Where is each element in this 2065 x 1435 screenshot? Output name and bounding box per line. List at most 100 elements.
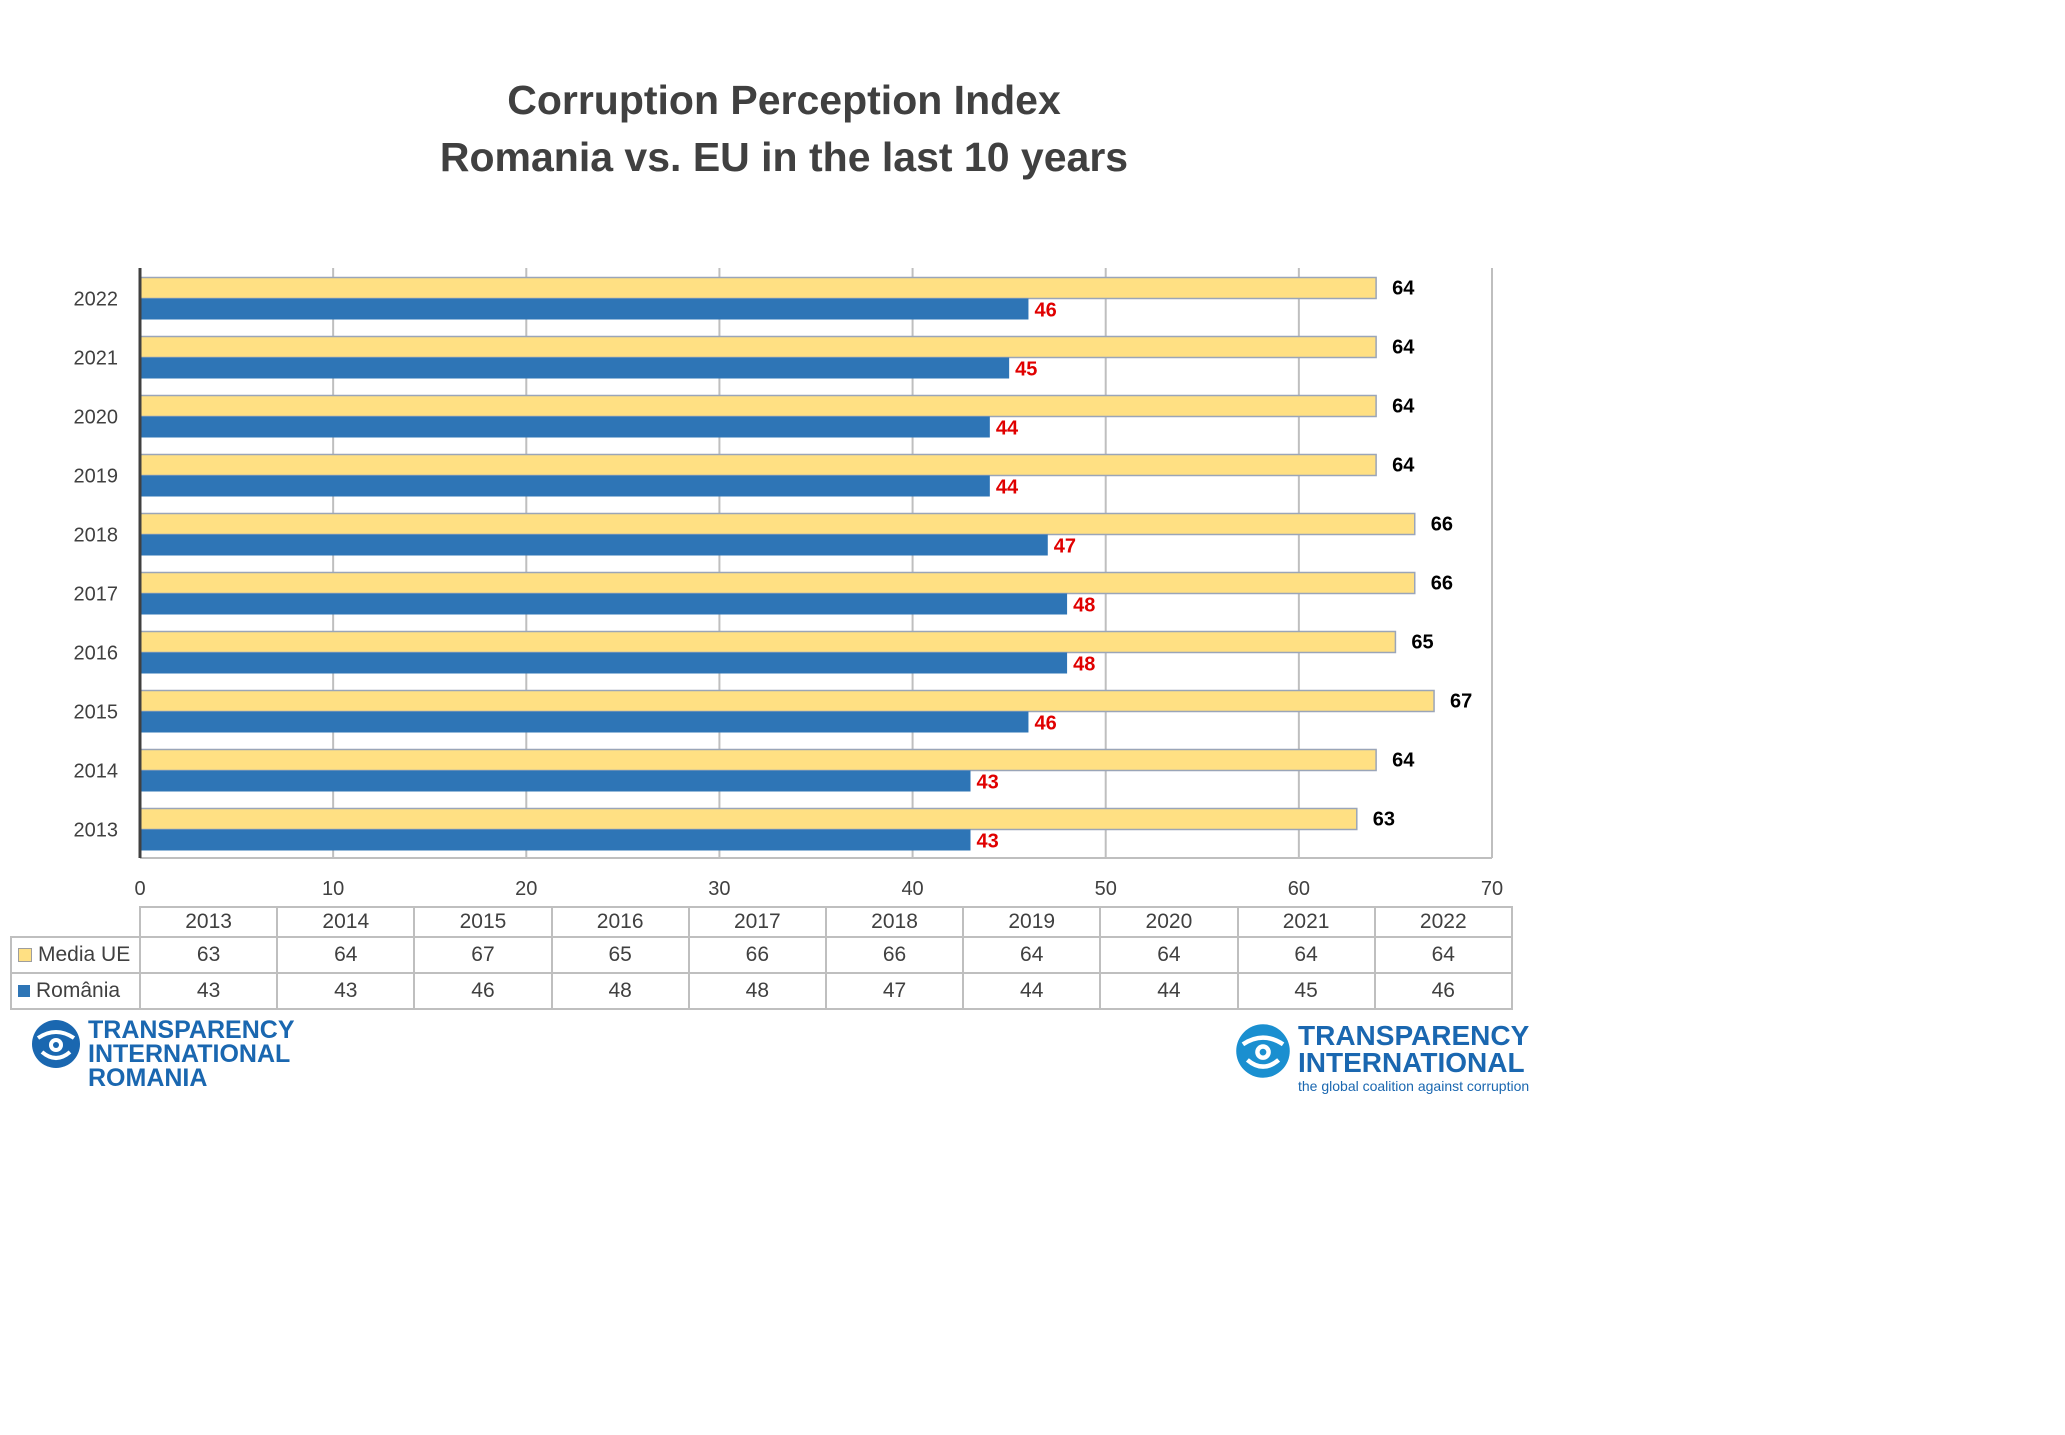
table-row: Media UE 63 64 67 65 66 66 64 64 64 64 <box>10 936 1513 974</box>
legend-swatch-romania <box>18 985 30 998</box>
bar-romania <box>140 770 971 792</box>
table-year-header: 2016 <box>550 906 690 938</box>
table-row: România 43 43 46 48 48 47 44 44 45 46 <box>10 972 1513 1010</box>
y-category-label: 2020 <box>74 407 119 429</box>
logo-ti-romania: TRANSPARENCY INTERNATIONAL ROMANIA <box>30 1018 295 1091</box>
table-year-header: 2018 <box>824 906 965 938</box>
data-label-media-ue: 65 <box>1411 632 1433 654</box>
y-category-label: 2017 <box>74 584 119 606</box>
x-tick-label: 70 <box>1481 878 1503 900</box>
chart-title-line-1: Corruption Perception Index <box>507 77 1061 123</box>
data-label-romania: 48 <box>1073 654 1095 676</box>
y-category-label: 2016 <box>74 643 119 665</box>
table-cell-romania: 46 <box>413 972 553 1010</box>
data-label-media-ue: 66 <box>1431 514 1453 536</box>
data-label-media-ue: 64 <box>1392 337 1415 359</box>
x-tick-label: 0 <box>134 878 145 900</box>
x-tick-label: 20 <box>515 878 537 900</box>
bar-romania <box>140 475 990 497</box>
bar-romania <box>140 829 971 851</box>
bar-media-ue <box>139 453 1377 477</box>
table-year-header: 2020 <box>1099 906 1239 938</box>
bar-romania <box>140 593 1068 615</box>
table-cell-media-ue: 65 <box>550 936 690 974</box>
table-cell-media-ue: 64 <box>1373 936 1513 974</box>
data-label-romania: 46 <box>1034 300 1056 322</box>
y-axis-tick-labels: 2013 2014 2015 2016 2017 2018 2019 2020 2021 2022 <box>74 289 119 842</box>
y-category-label: 2022 <box>74 289 119 311</box>
table-cell-romania: 48 <box>550 972 690 1010</box>
logo-right-line-1: TRANSPARENCY <box>1298 1020 1530 1051</box>
table-cell-media-ue: 67 <box>413 936 553 974</box>
logo-ti-global: TRANSPARENCY INTERNATIONAL the global co… <box>1234 1022 1529 1094</box>
bar-media-ue <box>139 335 1377 359</box>
table-year-header: 2022 <box>1373 906 1513 938</box>
data-label-romania: 45 <box>1015 359 1037 381</box>
table-year-header: 2013 <box>138 906 279 938</box>
table-cell-media-ue: 64 <box>276 936 416 974</box>
bar-media-ue <box>139 394 1377 418</box>
x-axis-tick-labels: 0 10 20 30 40 50 60 70 <box>134 878 1503 900</box>
bar-romania <box>140 416 990 438</box>
bar-media-ue <box>139 748 1377 772</box>
table-cell-romania: 47 <box>824 972 965 1010</box>
table-cell-media-ue: 64 <box>962 936 1102 974</box>
y-category-label: 2021 <box>74 348 119 370</box>
series-label-eu: Media UE <box>10 936 141 974</box>
x-tick-label: 40 <box>901 878 923 900</box>
bar-media-ue <box>139 276 1377 300</box>
data-label-media-ue: 63 <box>1373 809 1395 831</box>
logo-right-line-2: INTERNATIONAL <box>1298 1047 1525 1078</box>
table-cell-romania: 44 <box>962 972 1102 1010</box>
series-name-romania: România <box>36 979 121 1002</box>
bar-romania <box>140 357 1010 379</box>
data-label-media-ue: 64 <box>1392 750 1415 772</box>
data-label-romania: 43 <box>977 772 999 794</box>
series-name-eu: Media UE <box>38 943 131 966</box>
table-cell-romania: 45 <box>1236 972 1376 1010</box>
chart-title: Corruption Perception Index Romania vs. … <box>0 72 1568 186</box>
table-year-header: 2015 <box>413 906 553 938</box>
y-category-label: 2014 <box>74 761 119 783</box>
table-corner <box>11 907 140 937</box>
x-tick-label: 60 <box>1288 878 1310 900</box>
logo-right-tagline: the global coalition against corruption <box>1298 1078 1530 1094</box>
data-label-romania: 43 <box>977 831 999 853</box>
data-label-romania: 46 <box>1034 713 1056 735</box>
table-cell-romania: 44 <box>1099 972 1239 1010</box>
y-category-label: 2018 <box>74 525 119 547</box>
y-category-label: 2019 <box>74 466 119 488</box>
x-tick-label: 50 <box>1095 878 1117 900</box>
bar-romania <box>140 534 1048 556</box>
bar-romania <box>140 298 1029 320</box>
table-cell-romania: 46 <box>1373 972 1513 1010</box>
series-label-romania: România <box>10 972 141 1010</box>
ti-globe-icon <box>32 1020 80 1068</box>
bar-media-ue <box>139 807 1358 831</box>
data-label-media-ue: 64 <box>1392 396 1415 418</box>
data-label-romania: 47 <box>1054 536 1076 558</box>
chart-title-line-2: Romania vs. EU in the last 10 years <box>439 134 1129 180</box>
table-header-row: 2013 2014 2015 2016 2017 2018 2019 2020 2021 2022 <box>11 906 1513 938</box>
logo-left-line-2: INTERNATIONAL <box>88 1040 291 1068</box>
data-labels: 63 43 64 43 67 46 65 48 66 48 66 47 64 44 64 44 64 45 64 46 <box>977 278 1473 853</box>
bar-romania <box>140 711 1029 733</box>
bar-media-ue <box>139 630 1397 654</box>
table-cell-media-ue: 66 <box>824 936 965 974</box>
x-tick-label: 30 <box>708 878 730 900</box>
data-table: 2013 2014 2015 2016 2017 2018 2019 2020 2021 2022… <box>10 906 1513 1010</box>
data-label-romania: 44 <box>996 418 1019 440</box>
y-category-label: 2015 <box>74 702 119 724</box>
x-tick-label: 10 <box>322 878 344 900</box>
table-year-header: 2014 <box>276 906 416 938</box>
bar-media-ue <box>139 571 1416 595</box>
data-label-media-ue: 64 <box>1392 455 1415 477</box>
table-year-header: 2021 <box>1236 906 1376 938</box>
bar-media-ue <box>139 512 1416 536</box>
bar-romania <box>140 652 1068 674</box>
table-cell-romania: 48 <box>687 972 827 1010</box>
ti-globe-icon <box>1236 1024 1290 1078</box>
table-cell-media-ue: 63 <box>138 936 279 974</box>
data-label-media-ue: 64 <box>1392 278 1415 300</box>
table-cell-romania: 43 <box>138 972 279 1010</box>
